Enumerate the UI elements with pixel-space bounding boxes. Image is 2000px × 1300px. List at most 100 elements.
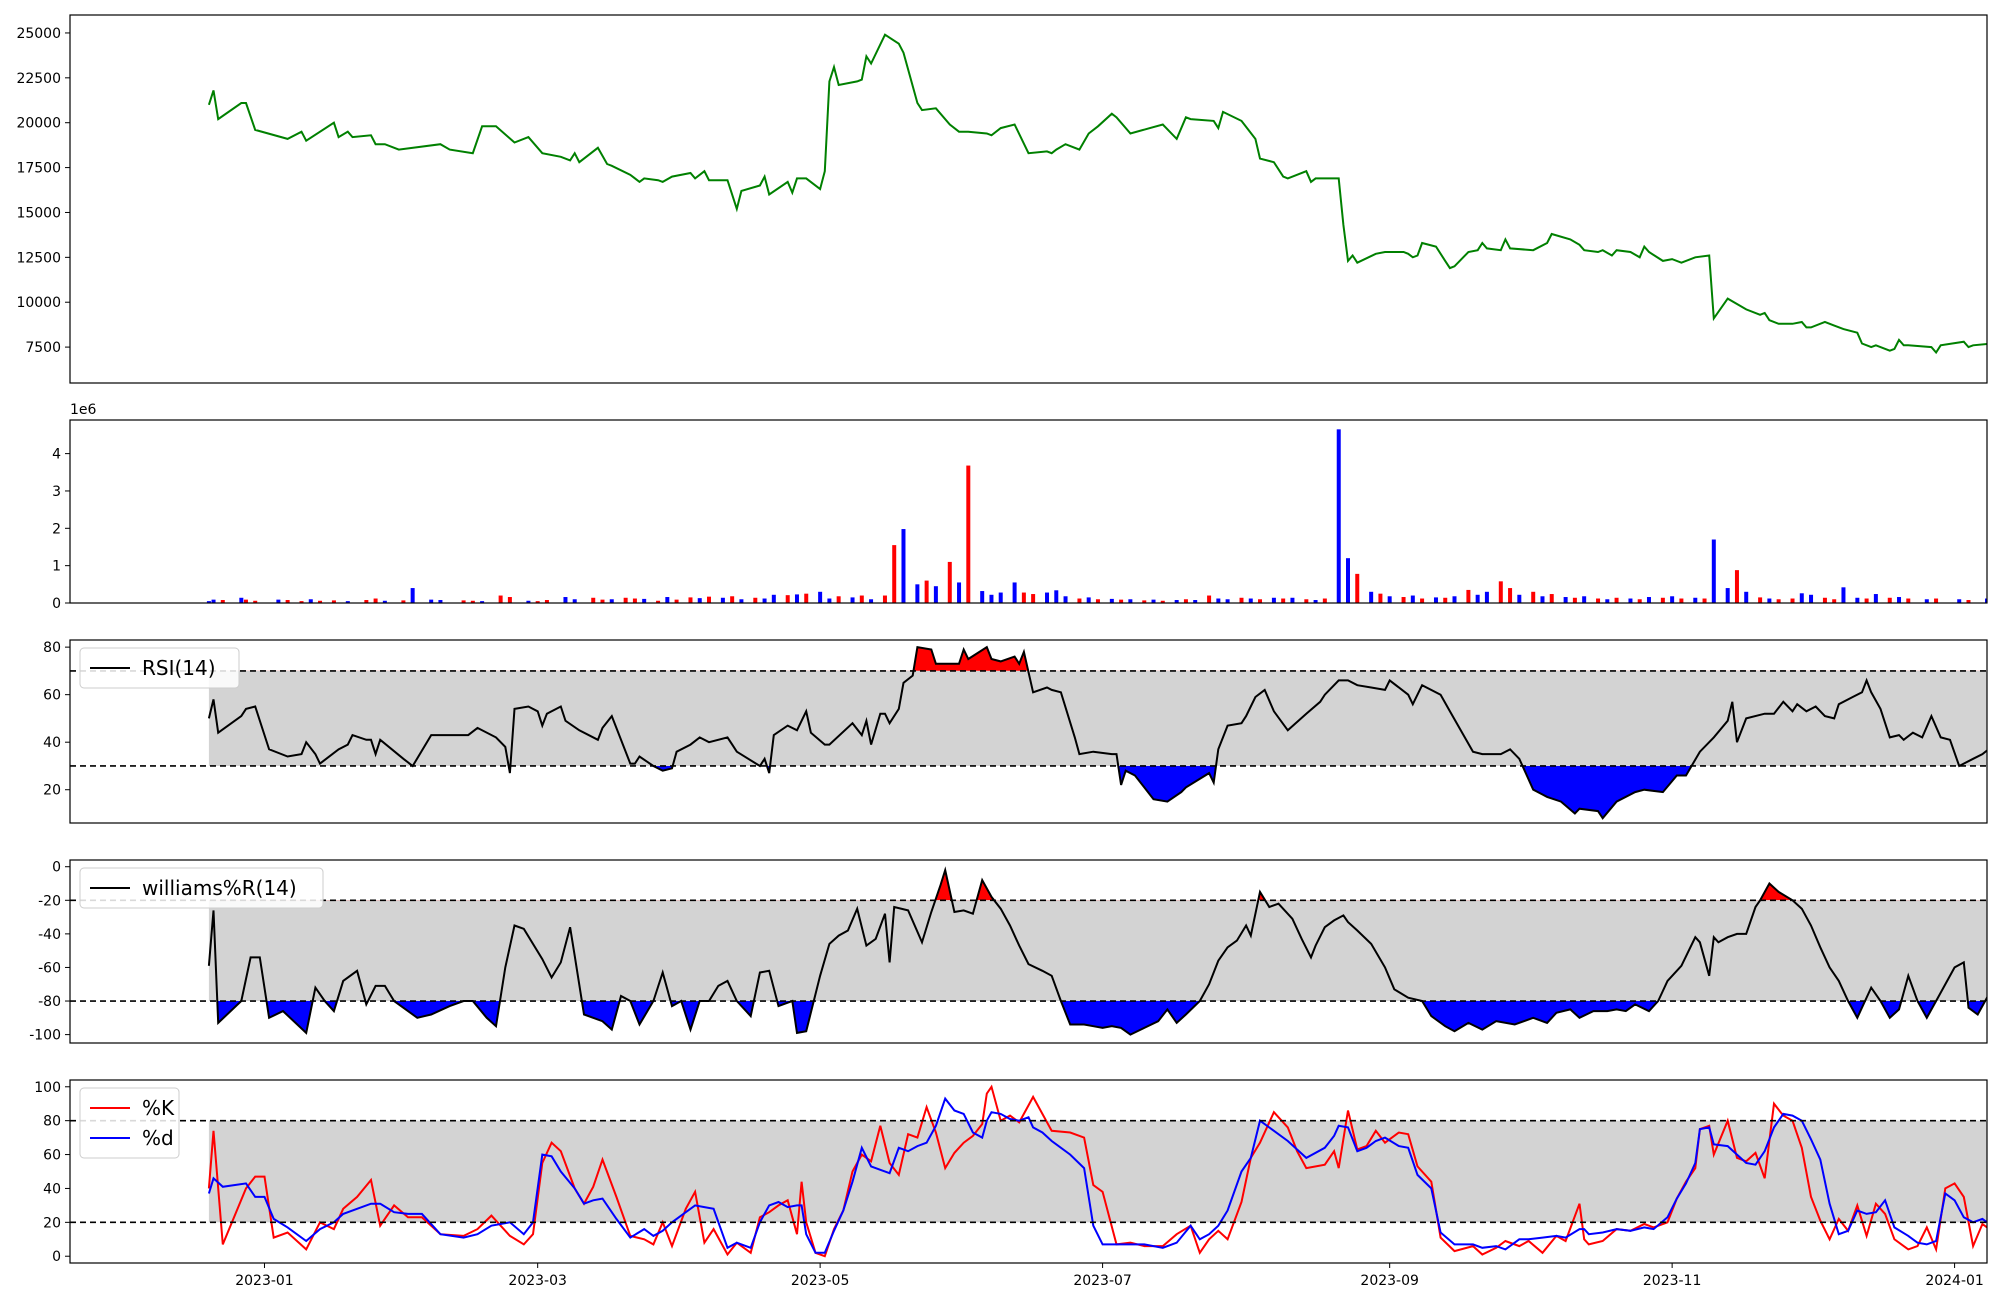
y-tick-label: 40 <box>43 735 61 751</box>
williams-plot-area <box>70 866 1987 1036</box>
y-tick-label: 40 <box>43 1181 61 1197</box>
volume-bar <box>438 600 443 603</box>
y-tick-label: 3 <box>52 484 61 500</box>
volume-bar <box>1248 598 1253 603</box>
volume-bar <box>1628 598 1633 603</box>
y-tick-label: 0 <box>52 860 61 876</box>
volume-bar <box>1832 599 1837 603</box>
volume-bar <box>882 595 887 603</box>
volume-bar <box>901 529 906 603</box>
volume-bar <box>957 582 962 603</box>
x-tick-label: 2023-07 <box>1073 1273 1132 1289</box>
volume-bar <box>1174 600 1179 603</box>
volume-bar <box>1897 597 1902 603</box>
volume-bar <box>609 599 614 603</box>
y-tick-label: 20000 <box>16 116 61 132</box>
volume-bar <box>498 595 503 603</box>
volume-bar <box>665 597 670 603</box>
volume-bar <box>1596 598 1601 603</box>
volume-bar <box>632 598 637 603</box>
volume-bar <box>308 599 313 603</box>
volume-bar <box>1957 599 1962 603</box>
volume-bar <box>674 599 679 603</box>
volume-offset-text: 1e6 <box>70 402 97 418</box>
y-tick-label: 2 <box>52 521 61 537</box>
legend-label: RSI(14) <box>142 656 216 680</box>
volume-bar <box>1670 596 1675 603</box>
volume-bar <box>1582 596 1587 603</box>
volume-bar <box>1758 597 1763 603</box>
volume-bar <box>1410 595 1415 603</box>
volume-bar <box>1128 599 1133 603</box>
volume-bar <box>1864 598 1869 603</box>
price-panel: 7500 10000 12500 15000 17500 20000 22500 25000 <box>16 14 1988 384</box>
williams-neutral-band <box>208 900 1987 1002</box>
y-tick-label: 100 <box>34 1080 61 1096</box>
volume-bar <box>526 600 531 603</box>
volume-bar <box>827 598 832 603</box>
volume-bar <box>600 599 605 603</box>
volume-bar <box>1420 598 1425 603</box>
volume-bar <box>1637 599 1642 603</box>
volume-bar <box>1540 596 1545 603</box>
williams-line <box>207 866 1987 1036</box>
y-tick-label: -20 <box>38 893 61 909</box>
volume-bar <box>1443 597 1448 603</box>
volume-bar <box>1021 592 1026 603</box>
williams-legend: williams%R(14) <box>79 867 324 909</box>
williams-oversold-fill <box>217 1001 1986 1035</box>
volume-bar <box>1336 429 1341 603</box>
volume-bar <box>1216 598 1221 603</box>
volume-bar <box>239 597 244 603</box>
rsi-oversold-fill <box>208 765 1987 819</box>
y-tick-label: 1 <box>52 559 61 575</box>
y-tick-label: 25000 <box>16 26 61 42</box>
volume-bar <box>1809 594 1814 603</box>
x-tick-label: 2024-01 <box>1925 1273 1984 1289</box>
volume-bar <box>1452 596 1457 603</box>
volume-bar <box>1012 582 1017 603</box>
volume-bar <box>989 594 994 603</box>
volume-bar <box>1572 597 1577 603</box>
volume-bar <box>1799 593 1804 603</box>
volume-bar <box>947 561 952 603</box>
volume-bar <box>1045 592 1050 603</box>
y-tick-label: 20 <box>43 1215 61 1231</box>
volume-bar <box>1855 597 1860 603</box>
volume-bar <box>1095 599 1100 603</box>
volume-bar <box>507 597 512 603</box>
volume-bar <box>1225 599 1230 603</box>
volume-bar <box>410 588 415 603</box>
volume-bar <box>1086 597 1091 603</box>
volume-bar <box>1313 600 1318 603</box>
volume-bar <box>1063 596 1068 603</box>
volume-bar <box>1725 588 1730 603</box>
y-tick-label: 80 <box>43 640 61 656</box>
volume-bar <box>1183 599 1188 603</box>
volume-bar <box>1693 597 1698 603</box>
volume-bar <box>794 594 799 603</box>
volume-bar <box>1744 591 1749 603</box>
volume-bar <box>924 580 929 603</box>
williams-panel: -100 -80 -60 -40 -20 0 williams%R(14) <box>29 859 1988 1044</box>
volume-bar <box>276 599 281 603</box>
stochastic-panel: 0 20 40 60 80 100 2023-01 2023-03 2023-05 2023-07… <box>34 1079 1988 1289</box>
volume-bar <box>1679 598 1684 603</box>
volume-bar <box>771 594 776 603</box>
volume-bar <box>850 597 855 603</box>
volume-bar <box>1258 599 1263 603</box>
volume-bar <box>707 596 711 603</box>
volume-bar <box>1994 599 1998 603</box>
volume-bar <box>461 600 466 603</box>
stochastic-plot-area <box>70 1084 1987 1258</box>
volume-panel: 0 1 2 3 4 1e6 <box>52 402 1998 612</box>
volume-bar <box>535 601 540 603</box>
volume-plot-area <box>206 429 1998 603</box>
volume-bar <box>1322 598 1327 603</box>
y-tick-label: 17500 <box>16 161 61 177</box>
volume-bar <box>345 601 350 603</box>
volume-bar <box>572 599 577 603</box>
volume-bar <box>915 584 920 603</box>
volume-bar <box>480 601 485 603</box>
volume-bar <box>1887 597 1892 603</box>
